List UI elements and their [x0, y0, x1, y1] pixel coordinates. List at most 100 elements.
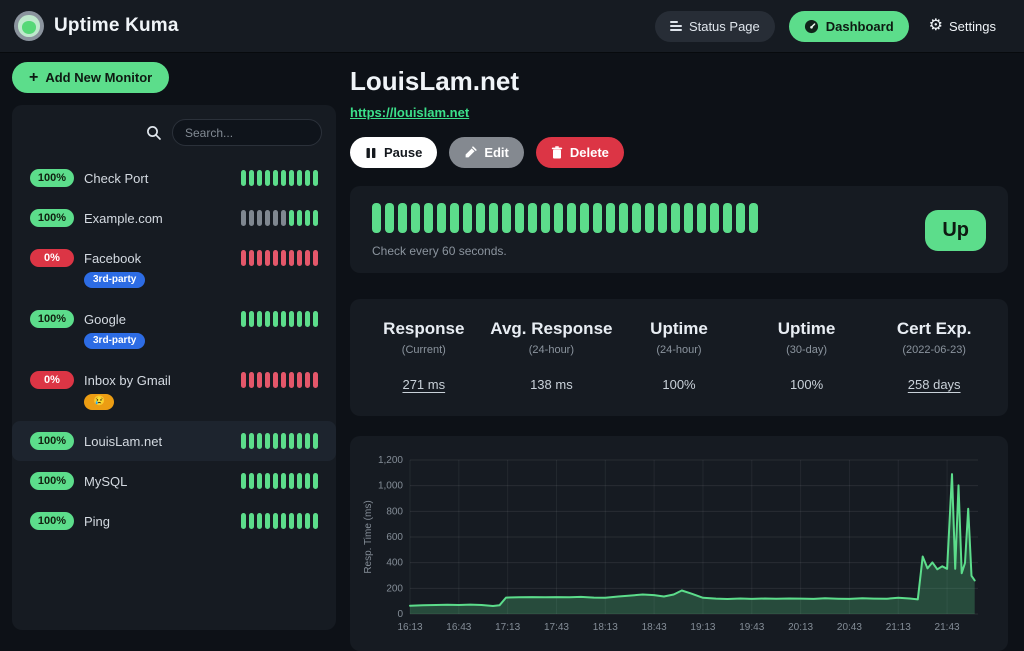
add-new-monitor-button[interactable]: + Add New Monitor: [12, 62, 170, 93]
heartbeat-beat: [619, 203, 628, 233]
heartbeat-beat: [305, 311, 310, 327]
monitor-list-item[interactable]: 100% MySQL: [12, 461, 336, 501]
gauge-icon: [804, 19, 818, 33]
heartbeat-beat: [289, 250, 294, 266]
monitor-row: 0% Facebook: [30, 249, 318, 267]
heartbeat-beat: [265, 311, 270, 327]
search-row: [22, 117, 326, 158]
heartbeat-beat: [297, 170, 302, 186]
monitor-list-item[interactable]: 100% LouisLam.net: [12, 421, 336, 461]
stat-label: Avg. Response: [490, 319, 613, 338]
svg-text:21:13: 21:13: [886, 622, 911, 633]
stat-column: Response (Current) 271 ms: [360, 319, 488, 392]
heartbeat-beat: [257, 311, 262, 327]
heartbeat-beat: [281, 210, 286, 226]
heartbeat-beat: [606, 203, 615, 233]
heartbeat-beat: [289, 473, 294, 489]
stat-value: 100%: [789, 377, 824, 392]
app-logo-icon: [14, 11, 44, 41]
heartbeat-beat: [273, 433, 278, 449]
monitor-heartbeat-bar: [241, 433, 318, 449]
heartbeat-beat: [273, 250, 278, 266]
heartbeat-beat: [257, 513, 262, 529]
svg-text:400: 400: [386, 558, 403, 569]
stat-label: Uptime: [777, 319, 836, 338]
heartbeat-beat: [249, 210, 254, 226]
monitor-row: 100% Example.com: [30, 209, 318, 227]
heartbeat-beat: [723, 203, 732, 233]
stat-sublabel: (30-day): [786, 344, 828, 356]
sidebar: + Add New Monitor 100% Check Port 100% Exam…: [12, 52, 336, 651]
heartbeat-beat: [671, 203, 680, 233]
settings-button[interactable]: ⚙ Settings: [923, 17, 1002, 35]
stat-column: Avg. Response (24-hour) 138 ms: [488, 319, 616, 392]
heartbeat-beat: [281, 250, 286, 266]
monitor-list-item[interactable]: 100% Ping: [12, 501, 336, 541]
heartbeat-beat: [515, 203, 524, 233]
heartbeat-beat: [289, 433, 294, 449]
heartbeat-beat: [305, 372, 310, 388]
pause-button[interactable]: Pause: [350, 137, 438, 168]
heartbeat-beat: [249, 372, 254, 388]
stat-value[interactable]: 258 days: [907, 377, 961, 392]
heartbeat-beat: [305, 433, 310, 449]
delete-button[interactable]: Delete: [535, 137, 624, 168]
svg-text:1,200: 1,200: [378, 455, 403, 466]
monitor-row: 0% Inbox by Gmail: [30, 371, 318, 389]
heartbeat-beat: [241, 311, 246, 327]
monitor-list-item[interactable]: 0% Inbox by Gmail 😢: [12, 360, 336, 421]
monitor-list-item[interactable]: 100% Google 3rd-party: [12, 299, 336, 360]
stats-panel: Response (Current) 271 ms Avg. Response (24-…: [350, 299, 1008, 416]
action-buttons: Pause Edit Delete: [350, 137, 1008, 168]
search-input[interactable]: [172, 119, 322, 146]
heartbeat-beat: [265, 473, 270, 489]
heartbeat-beat: [249, 311, 254, 327]
svg-text:20:43: 20:43: [837, 622, 862, 633]
dashboard-button[interactable]: Dashboard: [788, 10, 909, 42]
stat-column: Cert Exp. (2022-06-23) 258 days: [870, 319, 998, 392]
heartbeat-beat: [273, 473, 278, 489]
monitor-list-item[interactable]: 100% Check Port: [12, 158, 336, 198]
heartbeat-beat: [257, 210, 262, 226]
heartbeat-beat: [273, 210, 278, 226]
monitor-list-item[interactable]: 0% Facebook 3rd-party: [12, 238, 336, 299]
trash-icon: [551, 146, 563, 159]
svg-text:18:13: 18:13: [593, 622, 618, 633]
monitor-row: 100% MySQL: [30, 472, 318, 490]
svg-text:Resp. Time (ms): Resp. Time (ms): [363, 500, 374, 573]
monitor-name: Google: [84, 311, 126, 327]
heartbeat-beat: [372, 203, 381, 233]
stat-value[interactable]: 271 ms: [402, 377, 446, 392]
heartbeat-beat: [273, 513, 278, 529]
monitor-url-link[interactable]: https://louislam.net: [350, 105, 470, 120]
heartbeat-beat: [541, 203, 550, 233]
monitor-list-item[interactable]: 100% Example.com: [12, 198, 336, 238]
heartbeat-beat: [749, 203, 758, 233]
monitor-row: 100% Ping: [30, 512, 318, 530]
heartbeat-beat: [313, 170, 318, 186]
status-page-button[interactable]: Status Page: [654, 10, 775, 42]
stat-sublabel: (Current): [401, 344, 446, 356]
edit-button[interactable]: Edit: [449, 137, 524, 168]
heartbeat-beat: [554, 203, 563, 233]
heartbeat-beat: [437, 203, 446, 233]
stat-column: Uptime (30-day) 100%: [743, 319, 871, 392]
page-title: LouisLam.net: [350, 66, 520, 96]
heartbeat-beat: [313, 250, 318, 266]
heartbeat-bar: [372, 203, 899, 233]
list-icon: [669, 21, 682, 31]
heartbeat-beat: [528, 203, 537, 233]
stat-sublabel: (24-hour): [656, 344, 702, 356]
monitor-heartbeat-bar: [241, 311, 318, 327]
check-interval-note: Check every 60 seconds.: [372, 244, 507, 258]
uptime-badge: 100%: [30, 169, 74, 187]
monitor-tags: 3rd-party: [84, 272, 318, 288]
heartbeat-beat: [313, 372, 318, 388]
heartbeat-beat: [289, 513, 294, 529]
heartbeat-beat: [580, 203, 589, 233]
uptime-badge: 0%: [30, 249, 74, 267]
heartbeat-beat: [281, 513, 286, 529]
heartbeat-beat: [281, 311, 286, 327]
heartbeat-beat: [289, 372, 294, 388]
monitor-heartbeat-bar: [241, 170, 318, 186]
